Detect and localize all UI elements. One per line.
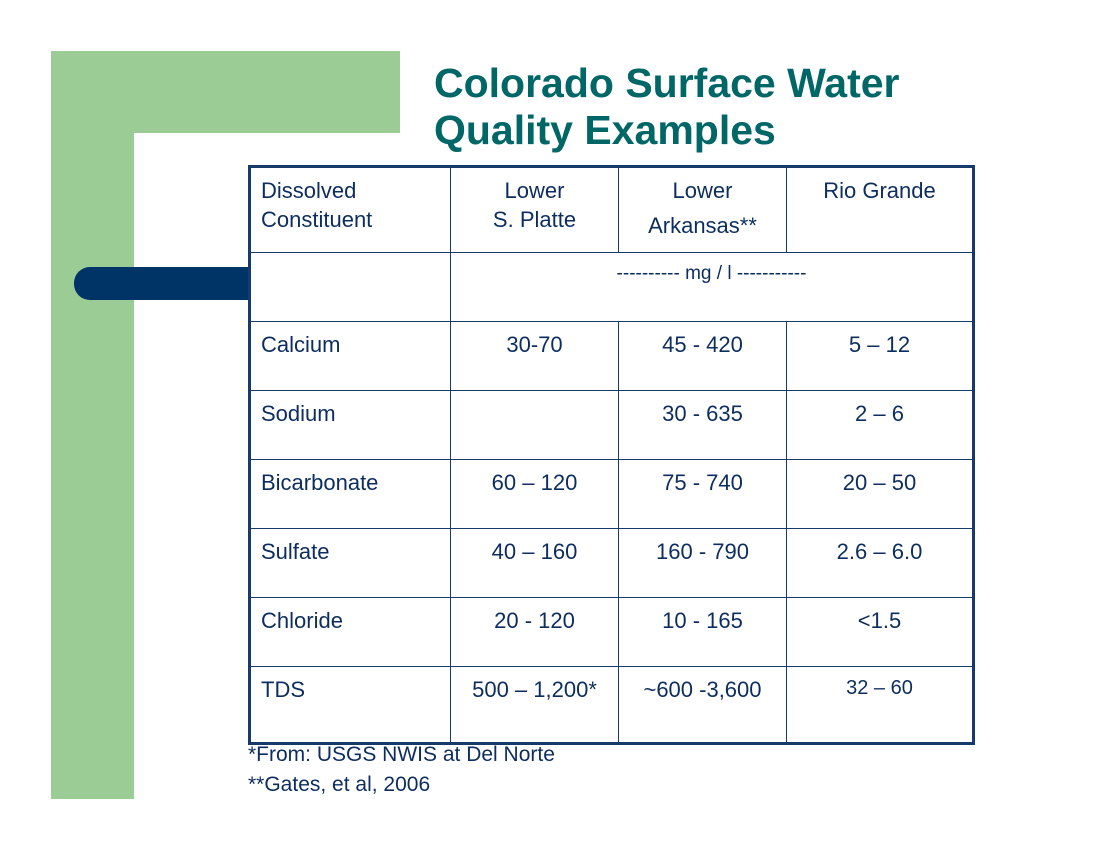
- footnote-2: **Gates, et al, 2006: [248, 773, 431, 796]
- constituent-cell: Bicarbonate: [249, 459, 451, 529]
- arkansas-value: 10 - 165: [618, 597, 787, 667]
- navy-tab-decoration: [74, 267, 274, 300]
- header-s-platte-line1: Lower: [504, 178, 565, 203]
- rio-grande-value: 2 – 6: [786, 390, 974, 460]
- header-constituent: Dissolved Constituent: [249, 166, 451, 253]
- table-row: TDS 500 – 1,200* ~600 -3,600 32 – 60: [249, 666, 974, 744]
- s-platte-value: 60 – 120: [450, 459, 619, 529]
- s-platte-value: 30-70: [450, 321, 619, 391]
- s-platte-value: 500 – 1,200*: [450, 666, 619, 744]
- unit-row-empty-cell: [249, 252, 451, 322]
- green-vertical-bar: [51, 51, 134, 799]
- s-platte-value: 40 – 160: [450, 528, 619, 598]
- rio-grande-value: 32 – 60: [786, 666, 974, 744]
- header-arkansas: Lower Arkansas**: [618, 166, 787, 253]
- rio-grande-value: 2.6 – 6.0: [786, 528, 974, 598]
- title-line-2: Quality Examples: [434, 107, 776, 153]
- arkansas-value: 45 - 420: [618, 321, 787, 391]
- header-s-platte-line2: S. Platte: [492, 207, 577, 232]
- footnotes: *From: USGS NWIS at Del Norte **Gates, e…: [248, 740, 555, 800]
- table-row: Sodium 30 - 635 2 – 6: [249, 390, 974, 460]
- s-platte-value: [450, 390, 619, 460]
- constituent-cell: TDS: [249, 666, 451, 744]
- header-arkansas-line1: Lower: [672, 178, 733, 203]
- header-constituent-line2: Constituent: [261, 207, 373, 232]
- rio-grande-value: <1.5: [786, 597, 974, 667]
- green-bar-inner-corner: [134, 133, 214, 213]
- slide-title: Colorado Surface Water Quality Examples: [434, 60, 1074, 154]
- table-row: Sulfate 40 – 160 160 - 790 2.6 – 6.0: [249, 528, 974, 598]
- s-platte-value: 20 - 120: [450, 597, 619, 667]
- header-constituent-line1: Dissolved: [261, 178, 357, 203]
- title-line-1: Colorado Surface Water: [434, 60, 900, 106]
- rio-grande-value: 20 – 50: [786, 459, 974, 529]
- rio-grande-value: 5 – 12: [786, 321, 974, 391]
- table-row: Chloride 20 - 120 10 - 165 <1.5: [249, 597, 974, 667]
- table-header-row: Dissolved Constituent Lower S. Platte Lo…: [249, 166, 974, 253]
- arkansas-value: 30 - 635: [618, 390, 787, 460]
- green-horizontal-bar: [51, 51, 400, 133]
- water-quality-table: Dissolved Constituent Lower S. Platte Lo…: [248, 165, 975, 745]
- header-arkansas-line2: Arkansas**: [648, 213, 757, 238]
- header-s-platte: Lower S. Platte: [450, 166, 619, 253]
- table-unit-row: ---------- mg / l -----------: [249, 252, 974, 322]
- footnote-1: *From: USGS NWIS at Del Norte: [248, 743, 555, 766]
- table-row: Bicarbonate 60 – 120 75 - 740 20 – 50: [249, 459, 974, 529]
- table-row: Calcium 30-70 45 - 420 5 – 12: [249, 321, 974, 391]
- header-rio-grande-line1: Rio Grande: [823, 178, 936, 203]
- arkansas-value: ~600 -3,600: [618, 666, 787, 744]
- unit-label: ---------- mg / l -----------: [450, 252, 974, 322]
- constituent-cell: Calcium: [249, 321, 451, 391]
- header-rio-grande: Rio Grande: [786, 166, 974, 253]
- constituent-cell: Chloride: [249, 597, 451, 667]
- constituent-cell: Sulfate: [249, 528, 451, 598]
- arkansas-value: 75 - 740: [618, 459, 787, 529]
- constituent-cell: Sodium: [249, 390, 451, 460]
- arkansas-value: 160 - 790: [618, 528, 787, 598]
